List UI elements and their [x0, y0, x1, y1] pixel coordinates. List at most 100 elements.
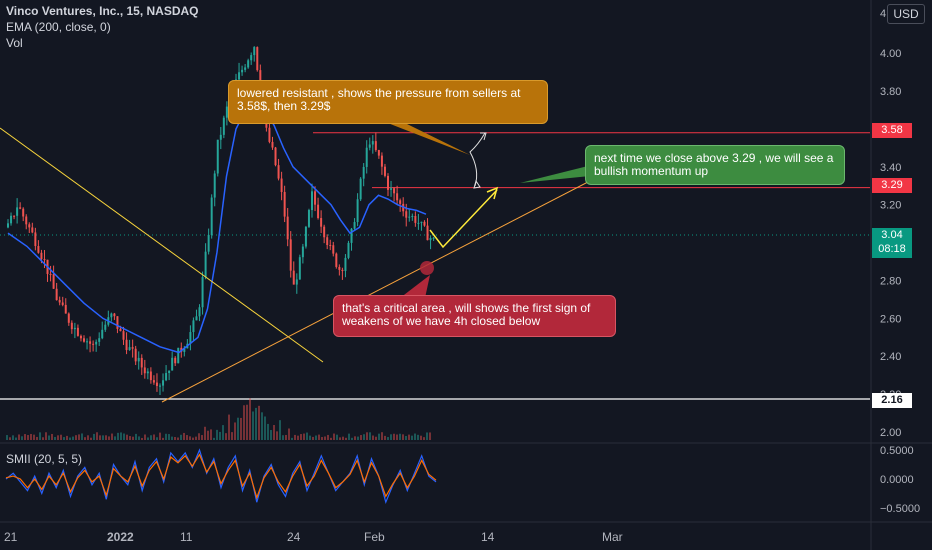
osc-tick-label: 0.0000: [880, 474, 914, 486]
volume-bar: [108, 436, 110, 440]
candle-body: [256, 47, 259, 71]
candle-body: [152, 380, 155, 383]
volume-bar: [204, 426, 206, 440]
candle-body: [131, 347, 134, 349]
volume-bar: [45, 432, 47, 440]
note-red-tail: [400, 275, 430, 298]
volume-bar: [336, 434, 338, 440]
candle-body: [168, 370, 171, 374]
volume-bar: [171, 436, 173, 440]
volume-bar: [102, 435, 104, 440]
candle-body: [189, 332, 192, 344]
volume-bar: [93, 433, 95, 440]
volume-bar: [324, 436, 326, 440]
candle-body: [314, 191, 317, 205]
volume-bar: [51, 433, 53, 440]
candle-body: [274, 147, 277, 166]
volume-bar: [384, 435, 386, 440]
candle-body: [195, 316, 198, 321]
price-tick-label: 4.00: [880, 48, 901, 60]
candle-body: [22, 208, 25, 217]
volume-bar: [123, 433, 125, 440]
volume-bar: [318, 434, 320, 440]
candle-body: [326, 237, 329, 246]
last-price: 3.04: [881, 229, 903, 241]
volume-bar: [363, 434, 365, 440]
volume-bar: [372, 435, 374, 440]
candle-body: [165, 373, 168, 381]
note-orange-tail: [380, 120, 470, 155]
volume-bar: [150, 435, 152, 440]
candle-body: [426, 225, 429, 241]
note-resistance[interactable]: lowered resistant , shows the pressure f…: [228, 80, 548, 124]
low-line-tag: 2.16: [872, 393, 912, 408]
candle-body: [104, 324, 107, 330]
volume-bar: [66, 435, 68, 440]
osc-tick-label: 0.5000: [880, 445, 914, 457]
candle-body: [207, 234, 210, 252]
candle-body: [311, 191, 313, 211]
candle-body: [307, 210, 310, 227]
volume-bar: [357, 436, 359, 440]
candle-body: [210, 197, 213, 235]
volume-bar: [18, 434, 20, 440]
candle-body: [304, 226, 307, 247]
volume-bar: [192, 437, 194, 440]
symbol-title: Vinco Ventures, Inc., 15, NASDAQ: [6, 4, 199, 18]
volume-bar: [24, 434, 26, 440]
candle-body: [177, 347, 180, 364]
candle-body: [295, 279, 298, 285]
candle-body: [417, 222, 420, 224]
price-tick-label: 2.80: [880, 275, 901, 287]
candle-body: [335, 253, 338, 267]
volume-bar: [240, 417, 242, 440]
candle-body: [353, 222, 356, 229]
candle-body: [219, 134, 222, 140]
candle-body: [137, 357, 140, 362]
candle-body: [380, 155, 383, 167]
candle-body: [146, 371, 149, 374]
candle-body: [371, 141, 374, 145]
volume-bar: [120, 432, 122, 440]
candle-body: [414, 215, 417, 223]
volume-bar: [90, 437, 92, 440]
candle-body: [98, 338, 101, 342]
volume-bar: [222, 425, 224, 440]
note-critical[interactable]: that's a critical area , will shows the …: [333, 295, 616, 337]
volume-bar: [141, 437, 143, 440]
candle-body: [359, 178, 362, 200]
candle-body: [344, 257, 347, 271]
candle-body: [10, 215, 13, 224]
ema-legend: EMA (200, close, 0): [6, 20, 111, 34]
volume-bar: [411, 435, 413, 440]
candle-body: [387, 175, 389, 190]
candle-body: [125, 339, 128, 351]
volume-bar: [147, 437, 149, 440]
volume-bar: [48, 435, 50, 440]
volume-bar: [345, 437, 347, 440]
volume-bar: [330, 437, 332, 440]
candle-body: [277, 165, 280, 179]
volume-bar: [132, 436, 134, 440]
volume-bar: [111, 433, 113, 440]
volume-bar: [186, 435, 188, 440]
note-bullish[interactable]: next time we close above 3.29 , we will …: [585, 145, 845, 185]
price-tick-label: 3.80: [880, 86, 901, 98]
volume-bar: [300, 434, 302, 440]
candle-body: [213, 173, 216, 198]
candle-body: [247, 60, 250, 68]
volume-bar: [198, 433, 200, 440]
candle-body: [377, 150, 380, 156]
volume-bar: [168, 434, 170, 440]
volume-bar: [420, 435, 422, 440]
candle-body: [253, 47, 256, 56]
currency-button[interactable]: USD: [887, 4, 925, 24]
volume-bar: [270, 430, 272, 440]
volume-bar: [69, 437, 71, 440]
volume-bar: [159, 432, 161, 440]
candle-body: [64, 304, 67, 314]
volume-bar: [267, 423, 269, 440]
volume-bar: [105, 435, 107, 440]
level-tag-mid: 3.29: [872, 178, 912, 193]
